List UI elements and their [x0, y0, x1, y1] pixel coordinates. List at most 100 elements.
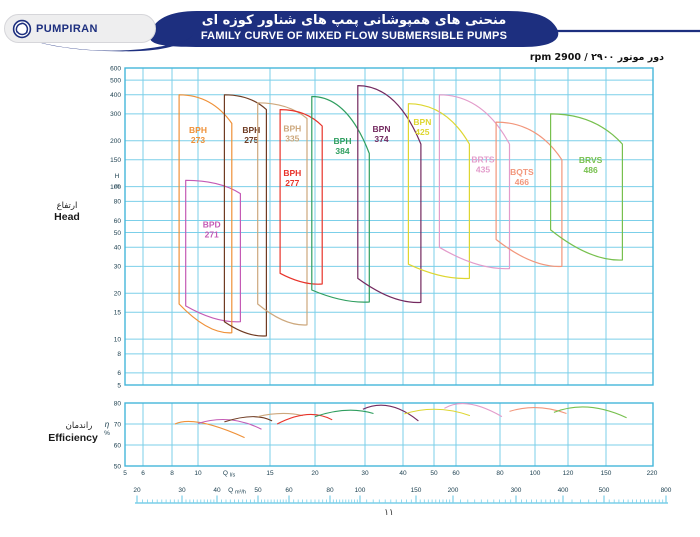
- m3h-tick-label: 150: [411, 487, 422, 494]
- x-tick-label: 60: [452, 470, 460, 477]
- x-tick-label: 80: [496, 470, 504, 477]
- m3h-tick-label: 20: [133, 487, 141, 494]
- efficiency-curves: [174, 403, 627, 439]
- x-tick-label: 10: [194, 470, 202, 477]
- svg-text:η: η: [105, 420, 110, 429]
- banner-ribbon: [149, 11, 559, 47]
- svg-text:m: m: [114, 183, 119, 190]
- pump-region-BRVS-486: [550, 113, 623, 261]
- pumpiran-logo-icon: [12, 19, 32, 38]
- pump-label-BPH-384: BPH 384: [334, 136, 352, 156]
- pump-label-BQTS-466: BQTS 466: [510, 167, 534, 187]
- efficiency-curve-BPH-384: [314, 409, 374, 418]
- efficiency-curve-BPH-277: [276, 413, 333, 425]
- efficiency-curve-BPN-374: [362, 404, 419, 422]
- y-tick-label: 200: [110, 138, 121, 145]
- head-axis-tick-labels: 5 6 8 10 15 20 30 40 50 60 80 100 150 200 300 400 500 600: [110, 65, 121, 389]
- y-tick-label: 70: [114, 421, 122, 428]
- y-tick-label: 50: [114, 230, 122, 237]
- flow-m3h-unit-label: Q m³/h: [228, 487, 246, 496]
- x-tick-label: 15: [266, 470, 274, 477]
- efficiency-axis-label-farsi: راندمان: [65, 421, 93, 431]
- y-tick-label: 100: [110, 184, 121, 191]
- x-tick-label: 120: [563, 470, 574, 477]
- y-tick-label: 15: [114, 310, 122, 317]
- x-tick-label: 220: [647, 470, 658, 477]
- pump-region-BPH-275: [223, 94, 267, 337]
- y-tick-label: 8: [117, 351, 121, 358]
- m3h-tick-label: 500: [599, 487, 610, 494]
- x-tick-label: 5: [123, 470, 127, 477]
- y-tick-label: 10: [114, 336, 122, 343]
- logo-wordmark: PUMPIRAN: [36, 22, 98, 35]
- head-axis-label: Head: [54, 211, 80, 223]
- efficiency-curve-BPH-335: [257, 412, 303, 418]
- pump-label-BPH-277: BPH 277: [283, 168, 301, 188]
- efficiency-curve-BRTS-435: [444, 403, 503, 418]
- pump-label-BPH-273: BPH 273: [189, 125, 207, 145]
- y-tick-label: 400: [110, 92, 121, 99]
- y-tick-label: 80: [114, 199, 122, 206]
- m3h-tick-label: 50: [254, 487, 262, 494]
- main-plot-grid: [124, 67, 654, 386]
- x-tick-label: 100: [530, 470, 541, 477]
- pump-region-BPH-335: [257, 102, 308, 326]
- efficiency-curve-BPH-273: [174, 421, 245, 439]
- efficiency-curve-BQTS-466: [509, 407, 567, 415]
- efficiency-curve-BRVS-486: [553, 406, 627, 419]
- page-title-english: FAMILY CURVE OF MIXED FLOW SUBMERSIBLE P…: [200, 30, 508, 42]
- y-tick-label: 50: [114, 463, 122, 470]
- y-tick-label: 6: [117, 370, 121, 377]
- motor-speed-note: دور موتور ۲۹۰۰ / 2900 rpm: [529, 52, 664, 63]
- header-banner-shape: [38, 11, 700, 52]
- pump-region-BPN-374: [357, 85, 422, 304]
- x-tick-label: 150: [601, 470, 612, 477]
- x-tick-label: 20: [311, 470, 319, 477]
- efficiency-plot-grid: [124, 402, 654, 467]
- flow-ls-unit-label: Q l/s: [223, 470, 236, 479]
- efficiency-unit-label: η%: [104, 420, 110, 437]
- pump-label-BPN-425: BPN 425: [413, 117, 431, 137]
- y-tick-label: 300: [110, 111, 121, 118]
- efficiency-axis-label: Efficiency: [48, 432, 98, 444]
- y-tick-label: 500: [110, 77, 121, 84]
- svg-text:H: H: [115, 173, 120, 180]
- m3h-tick-label: 800: [661, 487, 672, 494]
- m3h-tick-label: 100: [355, 487, 366, 494]
- y-tick-label: 80: [114, 400, 122, 407]
- efficiency-axis-tick-labels: 50 60 70 80: [114, 400, 122, 470]
- y-tick-label: 150: [110, 157, 121, 164]
- y-tick-label: 20: [114, 291, 122, 298]
- svg-text:%: %: [104, 430, 110, 437]
- x-tick-label: 40: [399, 470, 407, 477]
- pump-label-BPH-275: BPH 275: [242, 125, 260, 145]
- pump-label-BPH-335: BPH 335: [283, 124, 301, 144]
- x-tick-label: 30: [361, 470, 369, 477]
- y-tick-label: 600: [110, 65, 121, 72]
- x-tick-label: 6: [141, 470, 145, 477]
- m3h-tick-label: 400: [558, 487, 569, 494]
- m3h-tick-label: 60: [285, 487, 293, 494]
- page-title-farsi: منحنی های همپوشانی پمپ های شناور کوزه ای: [201, 13, 507, 28]
- x-tick-label: 50: [430, 470, 438, 477]
- page-number: ۱۱: [384, 508, 394, 518]
- pump-region-BQTS-466: [495, 121, 563, 268]
- pump-region-BPH-273: [178, 94, 233, 334]
- m3h-tick-label: 300: [511, 487, 522, 494]
- pump-label-BPD-271: BPD 271: [203, 219, 221, 239]
- flow-m3h-ruler: 20 30 40 50 60 80 100 150 200 300 400 500 800 Q m³/h: [133, 487, 672, 504]
- y-tick-label: 5: [117, 382, 121, 389]
- pump-region-BRTS-435: [438, 94, 511, 270]
- pump-region-BPH-384: [311, 95, 370, 303]
- pumpiran-logo: PUMPIRAN: [4, 14, 156, 43]
- m3h-tick-label: 200: [448, 487, 459, 494]
- x-tick-label: 8: [170, 470, 174, 477]
- y-tick-label: 30: [114, 264, 122, 271]
- y-tick-label: 40: [114, 245, 122, 252]
- head-unit-label: Hm: [114, 173, 119, 190]
- m3h-tick-label: 30: [178, 487, 186, 494]
- pump-label-BRVS-486: BRVS 486: [579, 155, 603, 175]
- flow-ls-tick-labels: 5 6 8 10 15 20 30 40 50 60 80 100 120 150 220 Q l/s: [123, 470, 658, 479]
- efficiency-curve-BPN-425: [404, 408, 471, 417]
